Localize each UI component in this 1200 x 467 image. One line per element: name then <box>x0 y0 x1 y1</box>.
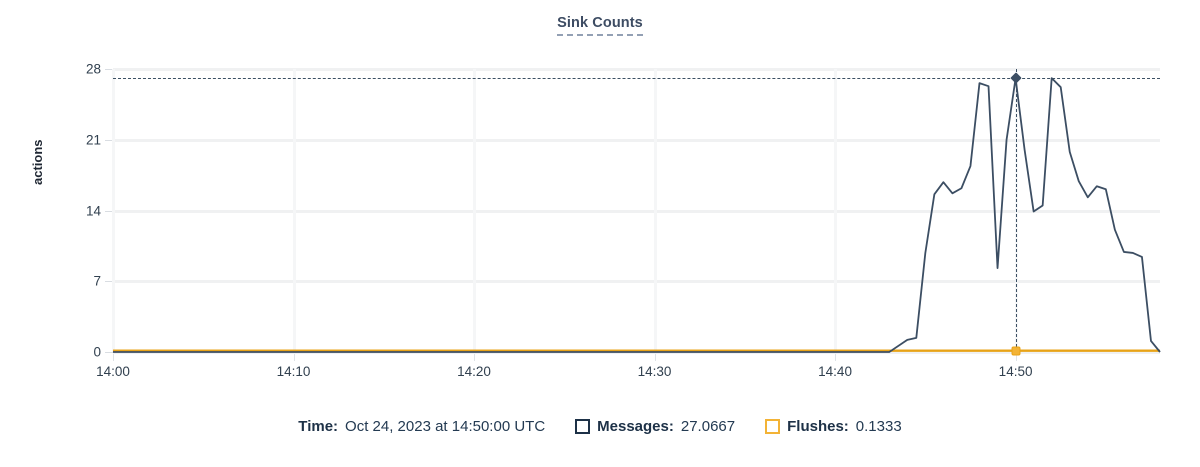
y-tick-label: 14 <box>85 203 101 218</box>
messages-value: 27.0667 <box>680 418 736 435</box>
x-tick-mark <box>1015 352 1017 361</box>
legend-time: Time: Oct 24, 2023 at 14:50:00 UTC <box>298 418 545 435</box>
y-tick-label: 28 <box>85 61 101 77</box>
x-tick-mark <box>835 352 837 361</box>
y-tick-mark <box>105 139 114 141</box>
x-tick-label: 14:00 <box>96 364 130 379</box>
time-value: Oct 24, 2023 at 14:50:00 UTC <box>345 418 546 435</box>
crosshair-vertical <box>1015 69 1017 352</box>
y-axis-tick-labels: 0 7 14 21 28 <box>57 62 101 360</box>
page-title: Sink Counts <box>0 15 1200 36</box>
series-lines <box>113 77 1161 353</box>
flushes-label: Flushes: <box>787 418 849 435</box>
y-tick-mark <box>105 281 114 283</box>
y-tick-label: 7 <box>93 273 101 289</box>
y-tick-label: 0 <box>93 344 101 360</box>
tooltip-legend: Time: Oct 24, 2023 at 14:50:00 UTC Messa… <box>0 418 1200 435</box>
x-tick-label: 14:10 <box>276 364 311 379</box>
x-tick-label: 14:40 <box>818 364 852 379</box>
y-tick-mark <box>105 210 114 212</box>
hover-point-flushes <box>1011 346 1021 356</box>
y-tick-mark <box>105 69 114 70</box>
plot-area[interactable] <box>112 68 1161 356</box>
series-line-messages <box>113 77 1161 353</box>
chart-title-text[interactable]: Sink Counts <box>557 15 643 36</box>
y-tick-mark <box>105 352 114 353</box>
gridline-horizontal <box>113 280 1160 284</box>
x-tick-label: 14:50 <box>998 364 1033 379</box>
gridline-horizontal <box>113 138 1160 142</box>
time-label: Time: <box>298 418 339 435</box>
legend-item-messages[interactable]: Messages: 27.0667 <box>575 418 735 435</box>
y-axis-label: actions <box>30 139 45 185</box>
messages-label: Messages: <box>597 418 674 435</box>
gridline-horizontal <box>113 209 1160 213</box>
gridline-vertical <box>112 69 115 352</box>
x-tick-mark <box>654 352 656 361</box>
y-tick-label: 21 <box>85 132 101 148</box>
x-tick-label: 14:20 <box>457 364 491 379</box>
gridline-vertical <box>653 69 657 352</box>
legend-swatch-flushes <box>765 419 781 434</box>
x-tick-mark <box>113 352 114 361</box>
gridline-horizontal <box>113 68 1160 71</box>
gridline-vertical <box>473 69 477 352</box>
gridline-vertical <box>834 69 838 352</box>
x-tick-mark <box>293 352 295 361</box>
gridline-vertical <box>292 69 296 352</box>
x-tick-label: 14:30 <box>637 364 672 379</box>
legend-swatch-messages <box>575 419 591 434</box>
x-tick-mark <box>474 352 476 361</box>
flushes-value: 0.1333 <box>855 418 902 435</box>
crosshair-horizontal <box>113 78 1160 80</box>
legend-item-flushes[interactable]: Flushes: 0.1333 <box>765 418 902 435</box>
